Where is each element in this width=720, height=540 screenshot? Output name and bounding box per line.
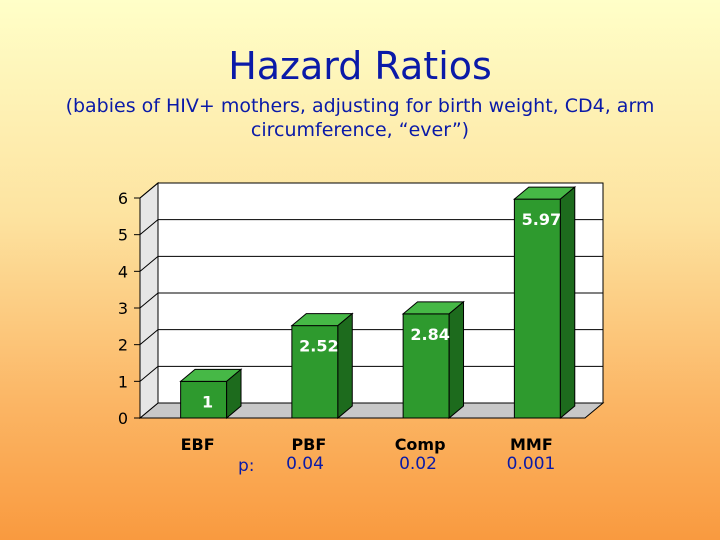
y-tick-label-5: 5 <box>118 226 128 245</box>
bar-side-ebf <box>226 368 242 420</box>
data-label-comp: 2.84 <box>410 325 449 344</box>
x-tick-label-comp: Comp <box>395 435 446 454</box>
y-tick-label-4: 4 <box>118 262 128 281</box>
bar-ebf <box>179 368 243 420</box>
slide-subtitle: (babies of HIV+ mothers, adjusting for b… <box>65 95 655 141</box>
bar-front-ebf <box>180 380 228 419</box>
bar-side-mmf <box>559 186 576 420</box>
p-value-label: p: <box>238 456 255 476</box>
gridline-6 <box>139 182 603 199</box>
x-tick-label-mmf: MMF <box>510 435 553 454</box>
x-tick-label-ebf: EBF <box>181 435 215 454</box>
chart-axis: 0 1 2 3 4 5 6 <box>118 189 141 428</box>
bar-front-pbf <box>291 325 339 419</box>
gridline-4 <box>139 255 603 272</box>
bar-side-pbf <box>337 312 353 420</box>
bar-comp <box>401 300 465 420</box>
bar-side-comp <box>448 300 465 420</box>
y-tick-label-2: 2 <box>118 336 128 355</box>
chart-labels: 1 EBF 2.52 PBF 2.84 Comp 5.97 MMF <box>181 210 562 454</box>
data-label-ebf: 1 <box>202 392 213 411</box>
y-tick-label-1: 1 <box>118 372 128 391</box>
bar-front-mmf <box>513 198 561 419</box>
gridline-3 <box>139 292 603 309</box>
chart-bars <box>179 186 577 420</box>
p-value-pbf: 0.04 <box>286 454 324 474</box>
p-value-mmf: 0.001 <box>506 454 556 474</box>
bar-pbf <box>290 312 354 420</box>
bar-front-comp <box>402 313 450 419</box>
data-label-pbf: 2.52 <box>299 337 338 356</box>
y-tick-label-0: 0 <box>118 409 128 428</box>
y-tick-label-3: 3 <box>118 299 128 318</box>
gridline-5 <box>139 219 603 236</box>
p-value-comp: 0.02 <box>399 454 437 474</box>
y-tick-label-6: 6 <box>118 189 128 208</box>
slide-title: Hazard Ratios <box>228 44 492 88</box>
data-label-mmf: 5.97 <box>522 210 561 229</box>
bar-mmf <box>512 186 577 420</box>
x-tick-label-pbf: PBF <box>291 435 326 454</box>
